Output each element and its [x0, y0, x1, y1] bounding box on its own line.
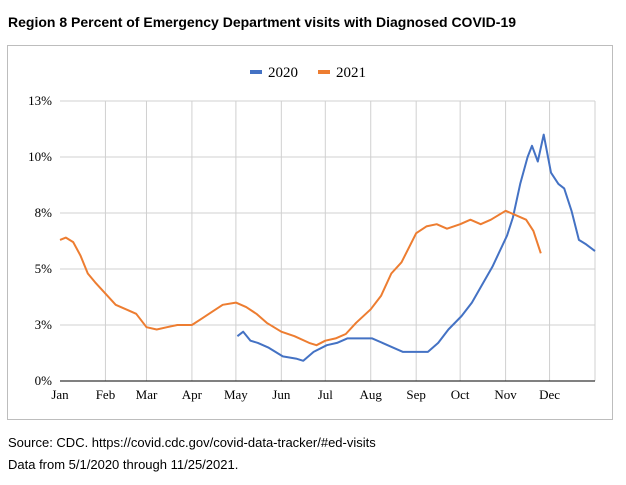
y-tick-label: 10% — [28, 149, 52, 164]
x-tick-label: Sep — [406, 387, 426, 402]
date-range-note: Data from 5/1/2020 through 11/25/2021. — [8, 457, 239, 472]
chart-title: Region 8 Percent of Emergency Department… — [8, 14, 517, 30]
source-note: Source: CDC. https://covid.cdc.gov/covid… — [8, 435, 376, 450]
y-tick-label: 8% — [35, 205, 53, 220]
x-tick-label: Feb — [96, 387, 116, 402]
x-tick-label: May — [224, 387, 248, 402]
x-tick-label: Jul — [318, 387, 334, 402]
x-tick-label: Nov — [494, 387, 517, 402]
x-tick-label: Aug — [360, 387, 383, 402]
series-line-2021 — [59, 209, 542, 347]
y-tick-label: 5% — [35, 261, 53, 276]
x-tick-label: Jan — [51, 387, 69, 402]
x-tick-label: Apr — [182, 387, 203, 402]
y-tick-label: 0% — [35, 373, 53, 388]
y-tick-label: 3% — [35, 317, 53, 332]
y-tick-label: 13% — [28, 93, 52, 108]
x-tick-label: Oct — [451, 387, 470, 402]
chart-frame — [7, 45, 613, 420]
legend-label-2020: 2020 — [268, 65, 298, 81]
x-tick-label: Jun — [272, 387, 291, 402]
legend-label-2021: 2021 — [336, 65, 366, 81]
series-line-2020 — [236, 133, 596, 362]
x-tick-label: Mar — [136, 387, 158, 402]
x-tick-label: Dec — [539, 387, 560, 402]
